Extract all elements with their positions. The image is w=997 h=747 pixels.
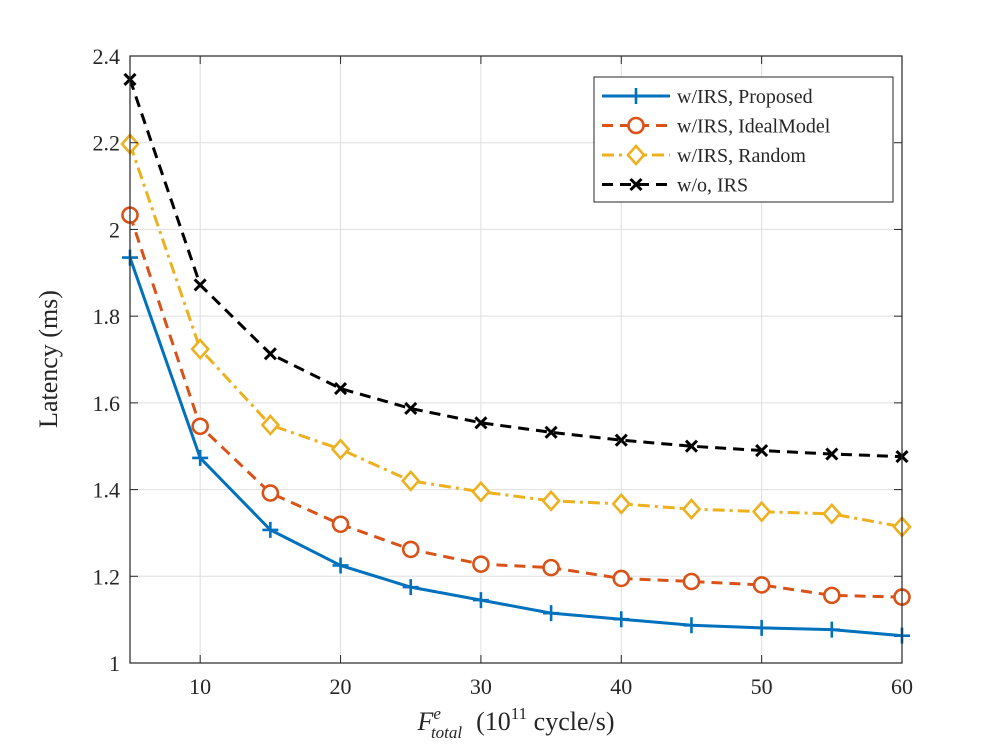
- x-tick-label: 50: [751, 674, 773, 699]
- data-point: [471, 480, 491, 503]
- data-point: [541, 489, 561, 512]
- data-point: [544, 425, 558, 439]
- series-4: [123, 72, 909, 464]
- series-line: [128, 257, 903, 638]
- data-point: [611, 492, 632, 515]
- x-label-symbol: F: [417, 707, 435, 736]
- data-point: [402, 579, 419, 596]
- x-tick-label: 40: [610, 674, 632, 699]
- y-tick-label: 2.2: [93, 131, 121, 156]
- data-point: [682, 572, 701, 591]
- data-point: [822, 502, 842, 525]
- y-tick-label: 2.4: [93, 44, 121, 69]
- x-tick-label: 20: [330, 674, 352, 699]
- y-tick-label: 1.2: [93, 564, 121, 589]
- legend: w/IRS, Proposed w/IRS, IdealModel w/IRS, R…: [593, 76, 894, 203]
- data-point: [542, 558, 560, 577]
- y-axis-label: Latency (ms): [34, 290, 63, 428]
- data-point: [755, 443, 769, 458]
- data-point: [684, 439, 699, 453]
- legend-marker: [627, 116, 645, 135]
- data-point: [823, 621, 840, 638]
- data-point: [681, 498, 702, 521]
- x-axis-label: Fe total (1011 cycle/s): [417, 704, 615, 742]
- data-point: [823, 586, 841, 605]
- legend-entry: w/IRS, Random: [602, 144, 806, 167]
- series-3: [120, 133, 912, 538]
- data-point: [753, 619, 770, 636]
- legend-marker: [628, 88, 644, 104]
- legend-marker: [626, 144, 646, 166]
- y-tick-label: 2: [109, 217, 120, 242]
- data-point: [404, 401, 418, 416]
- data-point: [614, 433, 628, 447]
- data-point: [332, 557, 349, 574]
- data-point: [192, 449, 209, 466]
- y-tick-label: 1.8: [93, 304, 121, 329]
- legend-label: w/o, IRS: [677, 175, 748, 197]
- series-line: [128, 78, 903, 459]
- y-tick-label: 1: [109, 651, 120, 676]
- x-label-unit-suffix: cycle/s): [527, 707, 614, 736]
- legend-label: w/IRS, IdealModel: [677, 116, 831, 138]
- x-label-subscript: total: [431, 723, 462, 742]
- data-point: [191, 417, 209, 436]
- data-point: [263, 347, 277, 361]
- legend-entry: w/o, IRS: [602, 175, 748, 197]
- legend-entry: w/IRS, Proposed: [602, 86, 813, 108]
- y-tick-label: 1.4: [93, 478, 121, 503]
- x-tick-label: 60: [891, 674, 913, 699]
- series-line: [128, 214, 903, 599]
- legend-marker: [629, 177, 643, 192]
- x-label-superscript: e: [433, 704, 441, 723]
- axes-box: [129, 55, 903, 664]
- data-point: [193, 278, 207, 292]
- data-point: [613, 611, 630, 628]
- series-2: [121, 206, 911, 606]
- data-point: [400, 469, 421, 492]
- data-point: [333, 381, 348, 396]
- data-point: [683, 617, 700, 634]
- legend-label: w/IRS, Random: [677, 145, 806, 167]
- legend-box: [593, 76, 894, 203]
- data-point: [401, 540, 420, 559]
- data-point: [190, 338, 210, 361]
- data-point: [331, 515, 350, 534]
- data-point: [472, 592, 489, 609]
- data-point: [543, 605, 560, 622]
- data-point: [260, 414, 281, 436]
- data-point: [612, 569, 631, 588]
- data-point: [261, 484, 280, 502]
- axis-ticks: 10 20 30 40 50 60 1 1.2 1.4 1.6 1.8 2 2.2 2.4: [93, 44, 914, 699]
- data-point: [262, 521, 279, 538]
- x-label-unit-prefix: (10: [476, 707, 511, 736]
- data-point: [752, 576, 771, 594]
- legend-entry: w/IRS, IdealModel: [602, 116, 831, 138]
- x-tick-label: 10: [189, 674, 211, 699]
- data-point: [751, 500, 772, 523]
- x-tick-label: 30: [470, 674, 492, 699]
- data-point: [474, 416, 488, 430]
- y-tick-label: 1.6: [93, 391, 121, 416]
- data-point: [330, 438, 351, 461]
- legend-label: w/IRS, Proposed: [677, 86, 813, 108]
- x-label-unit-exponent: 11: [511, 704, 527, 723]
- series-line: [128, 143, 903, 529]
- data-point: [825, 447, 839, 461]
- data-point: [472, 555, 490, 573]
